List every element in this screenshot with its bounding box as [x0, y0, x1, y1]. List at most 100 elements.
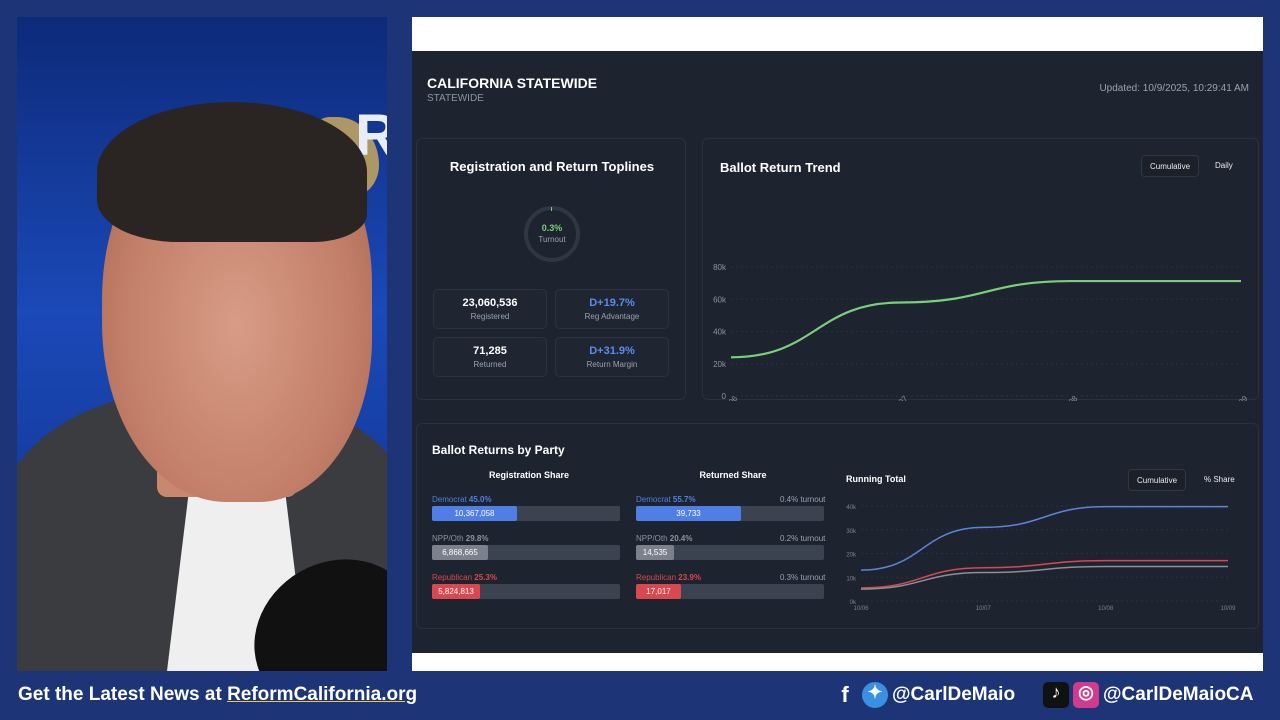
party-label: Democrat 55.7% [636, 495, 696, 504]
turnout-note: 0.4% turnout [780, 495, 826, 504]
bar-fill: 14,535 [636, 545, 674, 560]
turnout-note: 0.3% turnout [780, 573, 826, 582]
y-tick-label: 20k [713, 360, 727, 369]
stat-label: Returned [473, 360, 507, 369]
stat-return-margin: D+31.9% Return Margin [555, 337, 669, 377]
party-name: Republican [636, 573, 679, 582]
dashboard-frame: CALIFORNIA STATEWIDE STATEWIDE Updated: … [412, 17, 1263, 671]
x-tick-label: 10/09 [1229, 394, 1250, 401]
registration-share-header: Registration Share [488, 470, 570, 480]
returned-share-header: Returned Share [699, 470, 767, 480]
y-tick-label: 30k [846, 529, 857, 535]
turnout-gauge [524, 206, 580, 262]
stat-value: D+19.7% [589, 297, 635, 309]
twitter-icon: ✦ [862, 682, 888, 708]
x-tick-label: 10/06 [719, 394, 740, 401]
y-tick-label: 0 [722, 392, 727, 401]
dashboard: CALIFORNIA STATEWIDE STATEWIDE Updated: … [412, 51, 1263, 653]
x-tick-label: 10/07 [976, 606, 992, 612]
trend-title: Ballot Return Trend [720, 160, 841, 175]
stat-value: 71,285 [473, 345, 507, 357]
updated-timestamp: Updated: 10/9/2025, 10:29:41 AM [1099, 83, 1249, 94]
party-name: Democrat [636, 495, 673, 504]
y-tick-label: 60k [713, 295, 727, 304]
party-percent: 45.0% [468, 495, 492, 504]
party-percent: 25.3% [474, 573, 497, 582]
running-cumulative-button[interactable]: Cumulative [1128, 469, 1187, 491]
footer-news: Get the Latest News at ReformCalifornia.… [18, 684, 417, 706]
party-percent: 29.8% [465, 534, 489, 543]
series-line [860, 565, 1228, 590]
bar-track: 5,824,813 [432, 584, 620, 599]
party-name: Democrat [432, 495, 469, 504]
presenter-hair [97, 102, 367, 242]
bar-track: 14,535 [636, 545, 824, 560]
y-tick-label: 40k [846, 505, 857, 511]
y-tick-label: 20k [846, 553, 857, 559]
share-button[interactable]: % Share [1204, 475, 1235, 484]
stat-label: Registered [470, 312, 510, 321]
series-line [730, 279, 1241, 359]
bar-track: 17,017 [636, 584, 824, 599]
party-label: Democrat 45.0% [432, 495, 492, 504]
bar-track: 6,868,665 [432, 545, 620, 560]
facebook-icon: f [841, 682, 849, 707]
bar-fill: 10,367,058 [432, 506, 517, 521]
stat-returned: 71,285 Returned [433, 337, 547, 377]
party-label: Republican 23.9% [636, 573, 701, 582]
running-total-title: Running Total [846, 474, 906, 484]
turnout-value: 0.3% [541, 223, 563, 233]
y-tick-label: 0k [850, 600, 857, 606]
party-label: Republican 25.3% [432, 573, 497, 582]
social-handle: @CarlDeMaioCA [1103, 684, 1254, 705]
stat-value: 23,060,536 [462, 297, 518, 309]
bar-fill: 39,733 [636, 506, 741, 521]
series-line [860, 559, 1228, 589]
y-tick-label: 80k [713, 263, 727, 272]
turnout-label: Turnout [538, 235, 566, 244]
turnout-note: 0.2% turnout [780, 534, 826, 543]
party-percent: 23.9% [678, 573, 701, 582]
bar-fill: 5,824,813 [432, 584, 480, 599]
party-label: NPP/Oth 20.4% [636, 534, 692, 543]
party-percent: 55.7% [672, 495, 696, 504]
social-group-1: f ✦ @CarlDeMaio [832, 682, 1015, 708]
x-tick-label: 10/08 [1059, 394, 1080, 401]
x-tick-label: 10/09 [1220, 606, 1236, 612]
party-percent: 20.4% [669, 534, 693, 543]
bar-track: 39,733 [636, 506, 824, 521]
instagram-icon: ◎ [1073, 682, 1099, 708]
toplines-card: Registration and Return Toplines 0.3% Tu… [416, 138, 686, 400]
daily-button[interactable]: Daily [1215, 161, 1233, 170]
party-label: NPP/Oth 29.8% [432, 534, 488, 543]
tiktok-icon: ♪ [1043, 682, 1069, 708]
toplines-title: Registration and Return Toplines [449, 159, 655, 174]
turnout-gauge-fill [551, 207, 552, 211]
stat-value: D+31.9% [589, 345, 635, 357]
party-name: Republican [432, 573, 475, 582]
footer-prefix: Get the Latest News at [18, 684, 228, 705]
social-group-2: ♪ ◎ @CarlDeMaioCA [1043, 682, 1254, 708]
stat-reg-advantage: D+19.7% Reg Advantage [555, 289, 669, 329]
footer-site-link[interactable]: ReformCalifornia.org [227, 684, 418, 705]
series-line [860, 505, 1228, 571]
party-name: NPP/Oth [432, 534, 466, 543]
party-title: Ballot Returns by Party [432, 443, 565, 457]
party-card: Ballot Returns by Party Registration Sha… [416, 423, 1259, 629]
x-tick-label: 10/07 [889, 394, 910, 401]
y-tick-label: 40k [713, 328, 727, 337]
social-handle: @CarlDeMaio [892, 684, 1016, 705]
page-subtitle: STATEWIDE [427, 93, 484, 104]
stat-label: Return Margin [586, 360, 638, 369]
page-title: CALIFORNIA STATEWIDE [427, 75, 598, 91]
y-tick-label: 10k [846, 576, 857, 582]
bar-track: 10,367,058 [432, 506, 620, 521]
x-tick-label: 10/08 [1098, 606, 1114, 612]
ballot-return-trend-chart: 0 20k 40k 60k 80k 10/06 10/07 10/08 10/09 [713, 263, 1250, 401]
bar-fill: 17,017 [636, 584, 681, 599]
cumulative-button[interactable]: Cumulative [1141, 155, 1200, 177]
webcam-feed: R [17, 17, 387, 671]
running-total-chart: 0k 10k 20k 30k 40k 10/06 10/07 10/08 10/09 [846, 505, 1236, 612]
x-tick-label: 10/06 [853, 606, 869, 612]
stat-registered: 23,060,536 Registered [433, 289, 547, 329]
